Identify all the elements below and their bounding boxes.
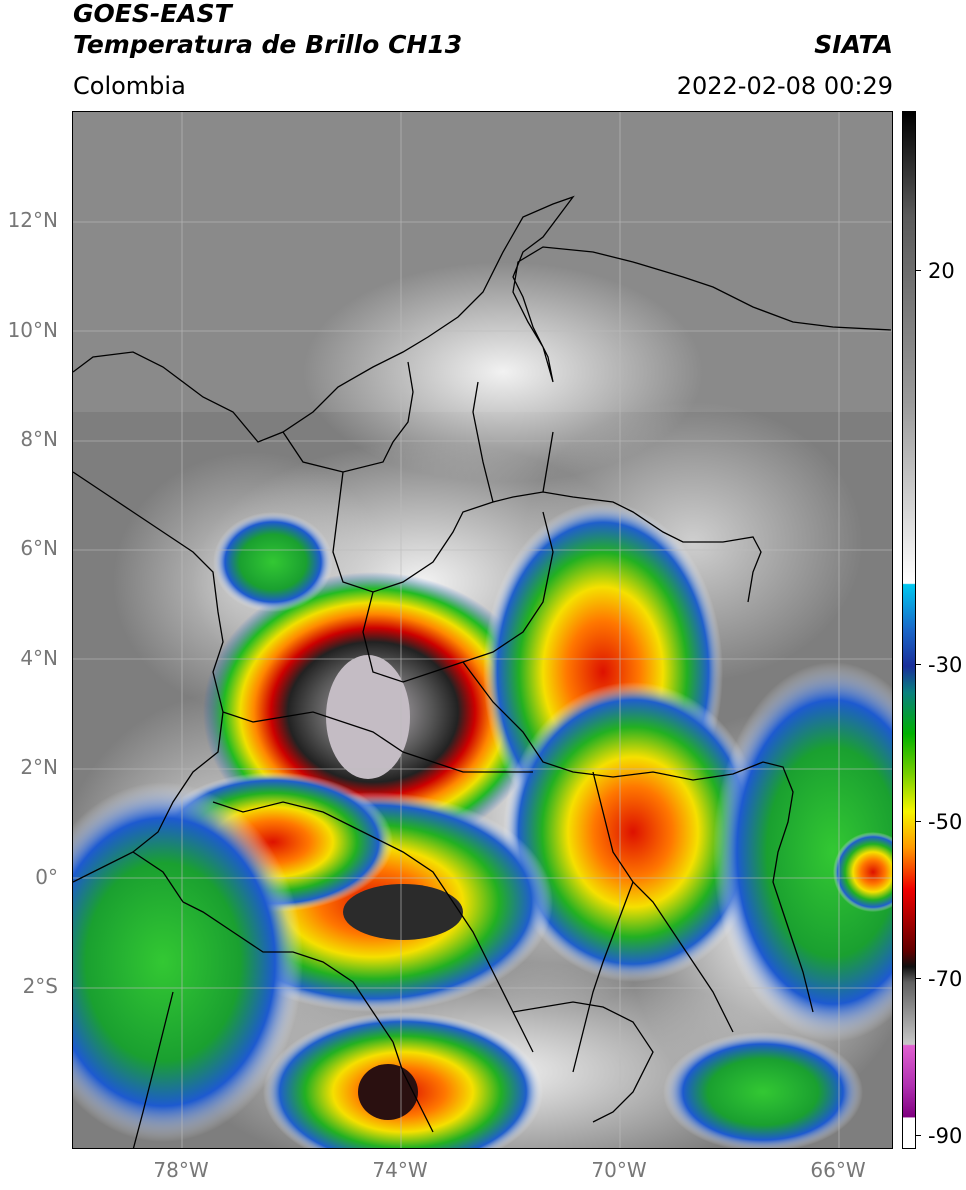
- lat-label: 6°N: [20, 536, 58, 560]
- lat-label: 2°N: [20, 755, 58, 779]
- colorbar-tick-label: -70: [928, 967, 963, 991]
- timestamp: 2022-02-08 00:29: [676, 72, 893, 100]
- lon-label: 78°W: [153, 1158, 209, 1182]
- agency-label: SIATA: [814, 30, 893, 59]
- lat-label: 4°N: [20, 646, 58, 670]
- colorbar-tick-label: -30: [928, 653, 963, 677]
- colorbar-tick-label: -50: [928, 810, 963, 834]
- colorbar: [902, 111, 916, 1149]
- lat-label: 10°N: [7, 318, 58, 342]
- title-satellite: GOES-EAST: [73, 0, 232, 28]
- lon-label: 74°W: [372, 1158, 428, 1182]
- colorbar-tick-label: 20: [928, 259, 955, 283]
- region-label: Colombia: [73, 72, 186, 100]
- lon-label: 66°W: [810, 1158, 866, 1182]
- lat-label: 0°: [35, 865, 58, 889]
- satellite-map: [72, 111, 893, 1149]
- colorbar-tick-label: -90: [928, 1124, 963, 1148]
- title-product: Temperatura de Brillo CH13: [73, 30, 463, 59]
- lat-label: 2°S: [22, 974, 58, 998]
- lon-label: 70°W: [591, 1158, 647, 1182]
- lat-label: 8°N: [20, 427, 58, 451]
- lat-label: 12°N: [7, 208, 58, 232]
